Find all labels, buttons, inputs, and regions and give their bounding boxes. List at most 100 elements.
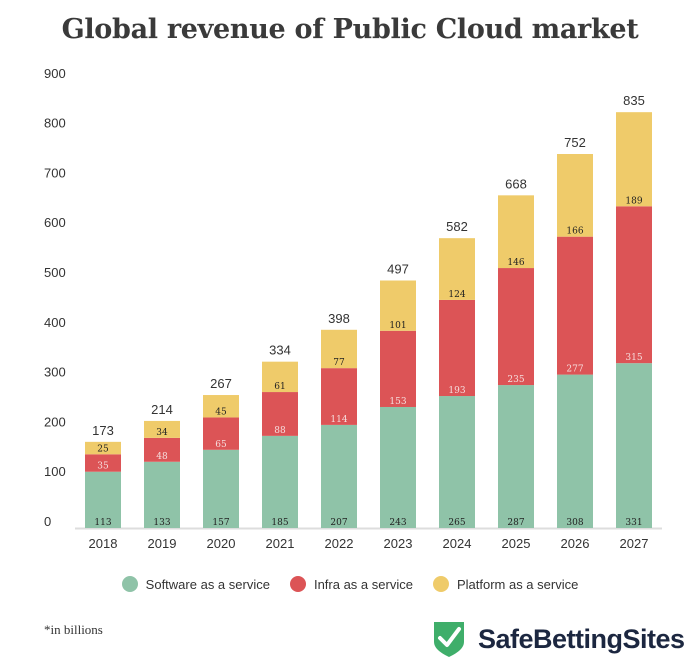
- bar-value-label: 153: [389, 397, 406, 407]
- x-tick-label: 2023: [384, 536, 413, 551]
- footnote: *in billions: [44, 622, 103, 637]
- bar-value-label: 113: [94, 518, 111, 528]
- bar-value-label: 308: [566, 518, 583, 528]
- bar-segment: [321, 424, 357, 528]
- bar-segment: [616, 112, 652, 207]
- bar-value-label: 34: [156, 428, 168, 438]
- bar-value-label: 35: [97, 462, 109, 472]
- bar-segment: [262, 361, 298, 393]
- y-tick-label: 800: [44, 116, 66, 131]
- bar-segment: [262, 435, 298, 528]
- bar-total-label: 334: [269, 343, 291, 358]
- bar-segment: [557, 236, 593, 375]
- bar-value-label: 235: [507, 375, 524, 385]
- logo: SafeBettingSites: [432, 620, 685, 658]
- stacked-bar-chart: 0 100 200 300 400 500 600 700 800 900 113 35 25 173 20…: [44, 66, 662, 551]
- bar-total-label: 267: [210, 376, 232, 391]
- bar-value-label: 193: [448, 386, 465, 396]
- bar-value-label: 61: [274, 382, 285, 392]
- bar-segment: [144, 437, 180, 462]
- legend-item-iaas: Infra as a service: [289, 576, 413, 592]
- bar-segment: [321, 368, 357, 425]
- bar-value-label: 207: [330, 518, 347, 528]
- bar-segment: [203, 449, 239, 528]
- legend-label: Software as a service: [145, 576, 270, 592]
- legend-swatch: [432, 576, 449, 592]
- bar-total-label: 582: [446, 219, 468, 234]
- bar-segment: [557, 374, 593, 528]
- bar-value-label: 48: [156, 452, 168, 462]
- bar-value-label: 124: [448, 290, 465, 300]
- bar-value-label: 265: [448, 518, 465, 528]
- legend-item-paas: Platform as a service: [432, 576, 579, 592]
- x-tick-label: 2020: [207, 536, 236, 551]
- bar-segment: [85, 454, 121, 472]
- legend-label: Platform as a service: [456, 576, 579, 592]
- bar-segment: [439, 396, 475, 528]
- bar-value-label: 88: [274, 426, 286, 436]
- bar-value-label: 114: [330, 415, 347, 425]
- y-tick-label: 400: [44, 315, 66, 330]
- bar-segment: [203, 417, 239, 450]
- x-tick-label: 2024: [443, 536, 472, 551]
- y-tick-label: 300: [44, 365, 66, 380]
- bar-value-label: 277: [566, 365, 583, 375]
- bar-value-label: 243: [389, 518, 406, 528]
- bar-segment: [380, 280, 416, 331]
- bar-value-label: 166: [566, 227, 583, 237]
- bar-total-label: 398: [328, 311, 350, 326]
- bar-value-label: 101: [389, 321, 406, 331]
- bar-value-label: 157: [212, 518, 229, 528]
- bar-total-label: 214: [151, 402, 173, 417]
- y-tick-label: 0: [44, 514, 51, 529]
- legend-swatch: [121, 576, 138, 592]
- y-tick-label: 600: [44, 215, 66, 230]
- x-tick-label: 2021: [266, 536, 295, 551]
- bar-segment: [439, 299, 475, 397]
- bar-segment: [380, 330, 416, 407]
- bar-value-label: 185: [271, 518, 288, 528]
- x-tick-label: 2018: [89, 536, 118, 551]
- bar-segment: [85, 471, 121, 528]
- y-tick-label: 500: [44, 265, 66, 280]
- logo-text: SafeBettingSites: [478, 623, 685, 654]
- bar-value-label: 77: [333, 358, 345, 368]
- legend-swatch: [289, 576, 306, 592]
- x-tick-label: 2026: [561, 536, 590, 551]
- bar-segment: [498, 195, 534, 269]
- bar-value-label: 45: [215, 407, 227, 417]
- bar-segment: [557, 154, 593, 237]
- bar-value-label: 25: [97, 444, 109, 454]
- bar-segment: [616, 206, 652, 364]
- bar-total-label: 752: [564, 135, 586, 150]
- bar-segment: [439, 238, 475, 300]
- bar-segment: [380, 406, 416, 528]
- bar-value-label: 315: [625, 353, 642, 363]
- legend-item-saas: Software as a service: [121, 576, 270, 592]
- chart-title: Global revenue of Public Cloud market: [61, 14, 639, 45]
- bar-segment: [498, 268, 534, 386]
- bar-segment: [203, 395, 239, 418]
- x-tick-label: 2027: [620, 536, 649, 551]
- bar-value-label: 287: [507, 518, 524, 528]
- y-tick-label: 700: [44, 165, 66, 180]
- bar-segment: [85, 441, 121, 455]
- x-tick-label: 2022: [325, 536, 354, 551]
- bar-segment: [144, 461, 180, 528]
- bar-value-label: 65: [215, 440, 227, 450]
- bar-segment: [321, 329, 357, 369]
- bar-value-label: 331: [625, 518, 642, 528]
- legend: Software as a service Infra as a service…: [0, 576, 700, 592]
- bar-value-label: 133: [153, 518, 170, 528]
- x-tick-label: 2019: [148, 536, 177, 551]
- y-tick-label: 100: [44, 464, 66, 479]
- bar-segment: [616, 363, 652, 528]
- bar-value-label: 189: [625, 196, 642, 206]
- y-tick-label: 900: [44, 66, 66, 81]
- bar-total-label: 668: [505, 176, 527, 191]
- bar-total-label: 173: [92, 423, 114, 438]
- legend-label: Infra as a service: [313, 576, 413, 592]
- bar-segment: [144, 420, 180, 438]
- y-tick-label: 200: [44, 414, 66, 429]
